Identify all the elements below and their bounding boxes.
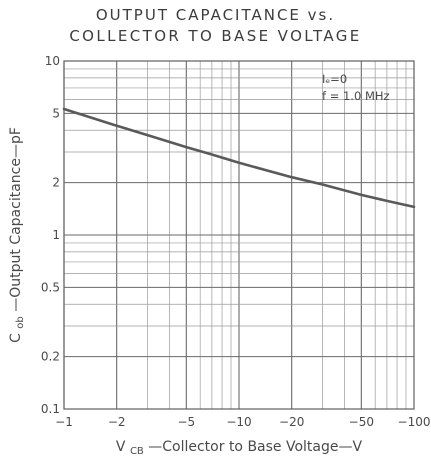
chart-title-line-1: OUTPUT CAPACITANCE vs.: [95, 6, 336, 24]
y-tick-label: 0.5: [41, 280, 60, 294]
plot-frame: [63, 60, 415, 410]
y-label-symbol: C: [8, 333, 24, 343]
annotations: Iₑ=0 f = 1.0 MHz: [322, 72, 390, 103]
series-line-0: [62, 107, 416, 209]
y-tick-label: 0.2: [41, 350, 60, 364]
y-tick-label: 5: [52, 106, 60, 120]
x-tick-label: −5: [177, 415, 195, 429]
x-tick-label: −2: [108, 415, 126, 429]
svg-text:C ob —Output C: C ob —Output Capacitance—pF: [8, 127, 27, 343]
tick-labels: −1 −2 −5 −10 −20 −50 −100 0.1 0.2 0.5 1 2 5 10: [41, 54, 431, 429]
svg-text:V CB —Collecto: V CB —Collector to Base Voltage—V: [116, 439, 363, 456]
x-tick-label: −1: [55, 415, 73, 429]
x-label-subscript: CB: [130, 446, 144, 456]
grid: [63, 61, 414, 410]
y-label-text: —Output Capacitance—pF: [8, 127, 24, 312]
y-tick-label: 10: [45, 54, 60, 68]
y-tick-label: 0.1: [41, 402, 60, 416]
y-tick-label: 2: [52, 176, 60, 190]
x-tick-label: −10: [226, 415, 251, 429]
x-axis-label: V CB —Collector to Base Voltage—V: [116, 439, 363, 456]
x-tick-label: −100: [398, 415, 431, 429]
x-tick-label: −20: [279, 415, 304, 429]
x-tick-label: −50: [349, 415, 374, 429]
series-layer: [62, 107, 416, 209]
y-tick-label: 1: [52, 228, 60, 242]
x-label-text: —Collector to Base Voltage—V: [148, 439, 362, 455]
annotation-text: Iₑ=0: [322, 72, 347, 86]
x-label-symbol: V: [116, 439, 126, 455]
y-axis-label: C ob —Output Capacitance—pF: [8, 127, 27, 343]
annotation-text: f = 1.0 MHz: [322, 89, 390, 103]
chart-title-line-2: COLLECTOR TO BASE VOLTAGE: [69, 27, 362, 45]
y-label-subscript: ob: [15, 316, 26, 328]
